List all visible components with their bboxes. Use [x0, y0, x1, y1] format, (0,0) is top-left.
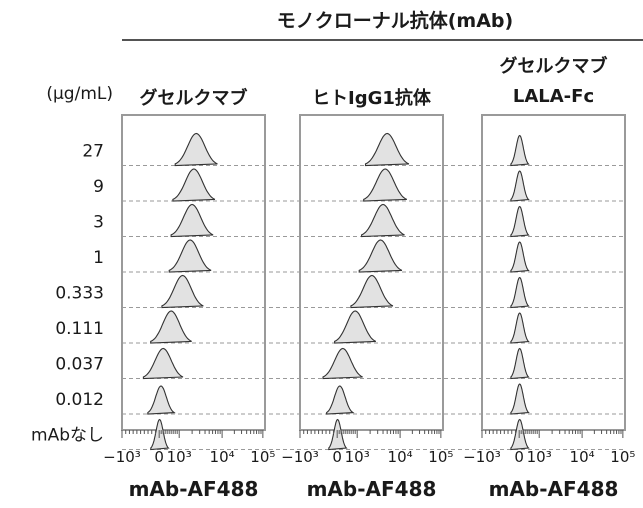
histogram-peak [143, 349, 183, 379]
histogram-peak [511, 242, 529, 272]
histogram-peak [511, 349, 529, 379]
row-label: 0.333 [55, 284, 104, 304]
panel-title: グセルクマブ [140, 87, 248, 109]
row-label: mAbなし [31, 426, 104, 446]
x-tick-label: 10⁴ [210, 448, 235, 466]
histogram-peak [175, 134, 217, 166]
x-tick-label: −10³ [103, 448, 141, 466]
x-tick-label: 10⁵ [610, 448, 635, 466]
histogram-peak [323, 349, 363, 379]
row-label: 1 [93, 248, 104, 268]
row-label: 27 [82, 142, 104, 162]
row-labels: 27 9 3 1 0.333 0.111 0.037 0.012 mAbなし [31, 142, 104, 446]
row-unit-label: (µg/mL) [46, 84, 113, 104]
row-label: 9 [93, 177, 104, 197]
x-tick-label: 10³ [527, 448, 552, 466]
histogram-panels: グセルクマブ−10³ 0 10³ 10⁴ 10⁵mAb-AF488ヒトIgG1抗体−10… [103, 55, 635, 501]
row-label: 0.111 [55, 319, 104, 339]
row-dashed-lines [122, 166, 625, 450]
panel-title: グセルクマブ [500, 55, 608, 77]
histogram-peak [327, 386, 353, 414]
histogram-peak [511, 313, 529, 343]
x-tick-label: 10³ [167, 448, 192, 466]
x-tick-label: 0 [332, 448, 342, 466]
x-tick-label: 0 [514, 448, 524, 466]
x-axis-label: mAb-AF488 [307, 477, 437, 501]
histogram-peak [335, 311, 376, 343]
x-tick-label: −10³ [281, 448, 319, 466]
x-tick-label: −10³ [463, 448, 501, 466]
histogram-peak [351, 276, 393, 308]
panel-title: ヒトIgG1抗体 [312, 87, 432, 109]
x-axis-label: mAb-AF488 [129, 477, 259, 501]
histogram-peak [173, 169, 215, 201]
x-tick-label: 10⁴ [570, 448, 595, 466]
row-label: 3 [93, 213, 104, 233]
x-tick-label: 10⁵ [428, 448, 453, 466]
histogram-peak [511, 420, 529, 450]
panel-2: ヒトIgG1抗体 −10³ 0 10³ 10⁴ 10⁵ mAb-AF488 [281, 87, 453, 501]
panel-1: グセルクマブ −10³ 0 10³ 10⁴ 10⁵ mAb-AF488 [103, 87, 275, 501]
histogram-peak [511, 136, 529, 166]
histogram-peak [151, 311, 192, 343]
histogram-peak [511, 278, 529, 308]
x-tick-label: 0 [154, 448, 164, 466]
histogram-peak [362, 205, 405, 237]
panel-3: グセルクマブ LALA-Fc −10³ 0 10³ 10⁴ 10⁵ mAb-AF488 [463, 55, 635, 501]
panel-title: LALA-Fc [513, 86, 594, 107]
histogram-peak [511, 207, 529, 237]
histogram-peak [364, 169, 407, 201]
row-label: 0.012 [55, 390, 104, 410]
histogram-peak [171, 205, 213, 237]
histogram-peak [359, 240, 402, 272]
group-header: モノクローナル抗体(mAb) [277, 9, 513, 32]
histogram-peak [511, 171, 529, 201]
histogram-peak [162, 276, 203, 308]
row-label: 0.037 [55, 355, 104, 375]
histogram-peak [169, 240, 211, 272]
histogram-peak [148, 386, 174, 414]
histogram-peak [366, 134, 409, 166]
x-axis-label: mAb-AF488 [489, 477, 619, 501]
histogram-peak [511, 384, 529, 414]
x-tick-label: 10³ [345, 448, 370, 466]
x-tick-label: 10⁴ [388, 448, 413, 466]
x-tick-label: 10⁵ [250, 448, 275, 466]
